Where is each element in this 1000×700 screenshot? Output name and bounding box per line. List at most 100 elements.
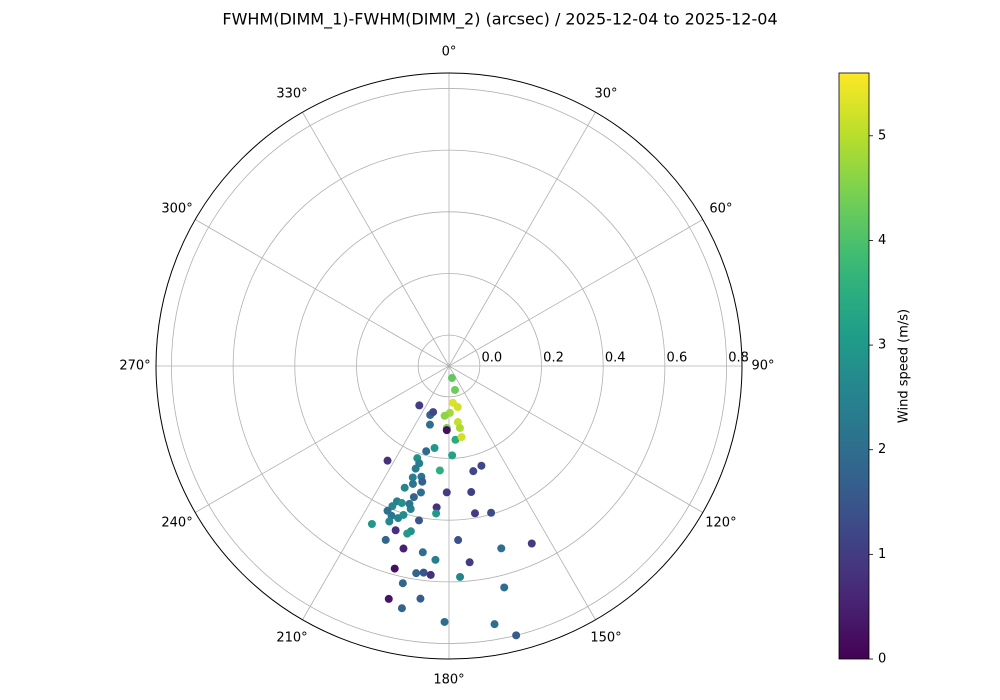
point [457,433,466,442]
point [391,526,400,535]
point [430,444,439,453]
colorbar-tick-label: 2 [878,442,886,457]
point [397,604,406,613]
point [450,385,459,394]
theta-grid-line [195,219,450,367]
point [403,529,412,538]
r-grid-circle [417,334,481,398]
theta-tick-label: 240° [161,516,192,531]
point [454,536,463,545]
colorbar-tick-label: 3 [878,338,886,353]
r-tick-label: 0.6 [667,351,688,366]
point [487,508,496,517]
point [409,493,418,502]
r-grid-circle [356,273,542,459]
point [435,466,444,475]
theta-grid-line [448,112,596,367]
point [405,499,414,508]
point [419,568,428,577]
r-tick-label: 0.4 [605,351,626,366]
point [429,408,438,417]
point [431,555,440,564]
colorbar-label: Wind speed (m/s) [897,309,912,423]
colorbar-tick-label: 0 [878,652,886,667]
point [426,570,435,579]
r-grid-circle [232,149,666,583]
point [399,510,408,519]
point [490,620,499,629]
colorbar [838,72,870,660]
point [440,617,449,626]
point [390,564,399,573]
point [422,447,431,456]
point [412,569,421,578]
theta-tick-label: 270° [119,359,150,374]
theta-tick-label: 60° [709,202,732,217]
point [453,403,462,412]
point [432,509,441,518]
point [418,548,427,557]
theta-grid-line [195,365,450,513]
point [416,488,425,497]
point [456,572,465,581]
point [527,539,536,548]
point [465,558,474,567]
theta-tick-label: 90° [751,359,774,374]
point [397,499,406,508]
point [398,579,407,588]
r-grid-circle [294,211,604,521]
point [448,451,457,460]
point [512,631,521,640]
points [367,373,536,640]
r-grid-circle [171,88,727,644]
r-tick-label: 0.0 [481,351,502,366]
theta-grid-line [448,365,596,620]
point [381,535,390,544]
point [442,488,451,497]
point [408,473,417,482]
theta-grid-line [448,219,703,367]
r-tick-label: 0.8 [728,351,749,366]
point [469,467,478,476]
theta-tick-label: 180° [433,673,464,688]
colorbar-tick-label: 5 [878,128,886,143]
point [500,583,509,592]
point [367,520,376,529]
point [477,461,486,470]
theta-tick-label: 210° [276,630,307,645]
colorbar-tick-label: 1 [878,547,886,562]
colorbar-tick-label: 4 [878,233,886,248]
point [384,594,393,603]
theta-grid-line [448,365,703,513]
point [467,488,476,497]
point [442,426,451,435]
point [415,401,424,410]
point [385,517,394,526]
theta-tick-label: 0° [442,45,457,60]
r-tick-label: 0.2 [543,351,564,366]
point [455,423,464,432]
point [416,594,425,603]
chart-title: FWHM(DIMM_1)-FWHM(DIMM_2) (arcsec) / 202… [222,10,777,30]
polar-frame [155,72,743,660]
point [414,516,423,525]
theta-tick-label: 120° [705,516,736,531]
point [383,456,392,465]
theta-tick-label: 300° [161,202,192,217]
theta-grid-line [302,112,450,367]
point [451,435,460,444]
point [425,420,434,429]
theta-tick-label: 30° [594,87,617,102]
point [408,479,417,488]
point [497,544,506,553]
point [411,464,420,473]
point [400,483,409,492]
point [440,411,449,420]
point [418,477,427,486]
point [447,373,456,382]
theta-tick-label: 150° [590,630,621,645]
polar-grid [155,72,743,660]
point [432,503,441,512]
point [470,509,479,518]
